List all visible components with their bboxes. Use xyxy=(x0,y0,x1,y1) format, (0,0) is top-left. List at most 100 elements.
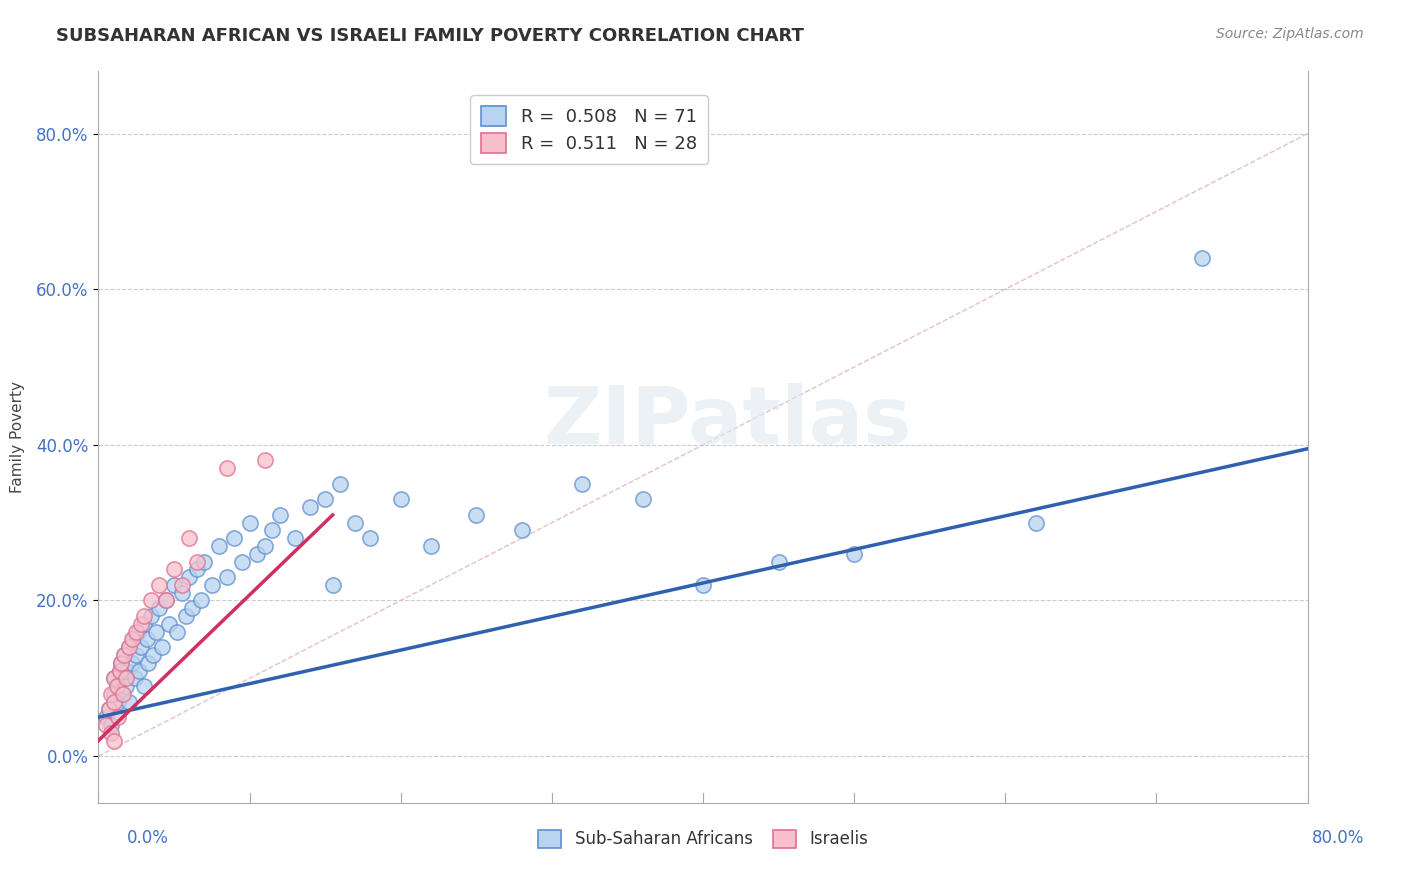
Point xyxy=(262,524,284,538)
Point xyxy=(108,664,131,678)
Point xyxy=(110,687,132,701)
Point xyxy=(110,656,132,670)
Point xyxy=(179,570,201,584)
Point xyxy=(269,508,291,522)
Point xyxy=(136,656,159,670)
Point xyxy=(208,539,231,553)
Point xyxy=(107,695,129,709)
Point xyxy=(179,531,201,545)
Text: 80.0%: 80.0% xyxy=(1312,830,1364,847)
Point xyxy=(100,725,122,739)
Point xyxy=(155,593,177,607)
Point xyxy=(103,733,125,747)
Point xyxy=(110,656,132,670)
Point xyxy=(128,664,150,678)
Point xyxy=(299,500,322,515)
Point xyxy=(692,578,714,592)
Point xyxy=(768,555,790,569)
Point xyxy=(121,656,143,670)
Point xyxy=(253,453,276,467)
Point xyxy=(112,648,135,662)
Point xyxy=(148,601,170,615)
Point xyxy=(190,593,212,607)
Point xyxy=(163,562,186,576)
Point xyxy=(420,539,443,553)
Point xyxy=(314,492,336,507)
Legend: Sub-Saharan Africans, Israelis: Sub-Saharan Africans, Israelis xyxy=(530,822,876,856)
Point xyxy=(105,679,128,693)
Point xyxy=(159,616,181,631)
Point xyxy=(112,648,135,662)
Point xyxy=(103,671,125,685)
Point xyxy=(103,671,125,685)
Point xyxy=(111,671,134,685)
Point xyxy=(141,609,163,624)
Point xyxy=(107,710,129,724)
Point xyxy=(186,562,208,576)
Y-axis label: Family Poverty: Family Poverty xyxy=(10,381,25,493)
Point xyxy=(844,547,866,561)
Point xyxy=(510,524,533,538)
Point xyxy=(103,695,125,709)
Point xyxy=(360,531,382,545)
Point xyxy=(108,664,131,678)
Point xyxy=(215,570,238,584)
Point xyxy=(127,624,149,639)
Point xyxy=(103,687,125,701)
Point xyxy=(141,593,163,607)
Point xyxy=(344,516,367,530)
Point xyxy=(100,718,122,732)
Point xyxy=(239,516,262,530)
Point xyxy=(118,640,141,655)
Point xyxy=(118,695,141,709)
Point xyxy=(224,531,246,545)
Point xyxy=(135,632,157,647)
Point xyxy=(132,609,155,624)
Point xyxy=(105,679,128,693)
Point xyxy=(132,616,155,631)
Point xyxy=(122,632,145,647)
Point xyxy=(132,679,155,693)
Point xyxy=(94,710,117,724)
Point xyxy=(170,585,193,599)
Point xyxy=(145,624,167,639)
Text: Source: ZipAtlas.com: Source: ZipAtlas.com xyxy=(1216,27,1364,41)
Point xyxy=(571,476,593,491)
Point xyxy=(166,624,188,639)
Point xyxy=(186,555,208,569)
Point xyxy=(193,555,215,569)
Point xyxy=(631,492,654,507)
Point xyxy=(322,578,344,592)
Point xyxy=(174,609,197,624)
Point xyxy=(142,648,165,662)
Text: ZIPatlas: ZIPatlas xyxy=(543,384,911,461)
Point xyxy=(163,578,186,592)
Point xyxy=(201,578,224,592)
Point xyxy=(98,702,121,716)
Point xyxy=(118,640,141,655)
Point xyxy=(170,578,193,592)
Point xyxy=(329,476,352,491)
Point xyxy=(115,664,138,678)
Point xyxy=(129,616,152,631)
Point xyxy=(246,547,269,561)
Point xyxy=(284,531,307,545)
Point xyxy=(125,624,148,639)
Text: SUBSAHARAN AFRICAN VS ISRAELI FAMILY POVERTY CORRELATION CHART: SUBSAHARAN AFRICAN VS ISRAELI FAMILY POV… xyxy=(56,27,804,45)
Point xyxy=(215,461,238,475)
Point xyxy=(155,593,177,607)
Point xyxy=(1024,516,1046,530)
Text: 0.0%: 0.0% xyxy=(127,830,169,847)
Point xyxy=(231,555,253,569)
Point xyxy=(98,702,121,716)
Point xyxy=(148,578,170,592)
Point xyxy=(181,601,204,615)
Point xyxy=(1191,251,1213,265)
Point xyxy=(124,671,146,685)
Point xyxy=(114,671,136,685)
Point xyxy=(114,679,136,693)
Point xyxy=(125,648,148,662)
Point xyxy=(94,718,117,732)
Point xyxy=(111,687,134,701)
Point xyxy=(389,492,412,507)
